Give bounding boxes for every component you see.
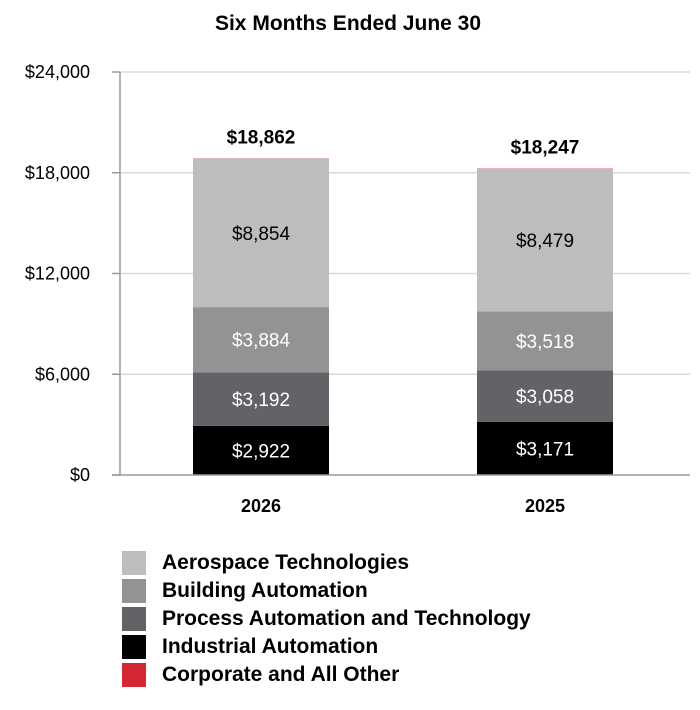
legend-swatch — [122, 635, 146, 659]
bars: $2,922 $3,192 $3,884 $8,854 $18,862 $3,171 $3,… — [193, 127, 613, 475]
total-label: $18,247 — [511, 138, 580, 159]
total-label: $18,862 — [227, 127, 296, 148]
segment-label: $3,518 — [516, 332, 574, 353]
legend-item: Building Automation — [122, 577, 531, 605]
y-tick-label: $0 — [70, 465, 90, 485]
legend: Aerospace Technologies Building Automati… — [122, 549, 531, 689]
bar-segment — [193, 425, 329, 475]
y-tick-label: $24,000 — [25, 62, 90, 82]
legend-swatch — [122, 607, 146, 631]
segment-label: $3,171 — [516, 439, 574, 460]
legend-label: Process Automation and Technology — [162, 607, 531, 630]
bar-segment — [193, 158, 329, 308]
segment-label: $8,479 — [516, 231, 574, 252]
segment-label: $8,854 — [232, 224, 291, 245]
bar-segment — [193, 307, 329, 373]
bar-segment — [477, 311, 613, 371]
stacked-bar-chart: Six Months Ended June 30 $2,922 $3,192 $3,… — [25, 12, 690, 516]
legend-swatch — [122, 579, 146, 603]
legend-label: Corporate and All Other — [162, 663, 400, 686]
axes: $0 $6,000 $12,000 $18,000 $24,000 2026 2025 — [25, 62, 690, 516]
y-tick-label: $18,000 — [25, 163, 90, 183]
legend-item: Corporate and All Other — [122, 661, 531, 689]
legend-label: Aerospace Technologies — [162, 551, 410, 574]
y-tick-label: $6,000 — [35, 364, 90, 384]
y-tick-label: $12,000 — [25, 264, 90, 284]
legend-label: Industrial Automation — [162, 635, 379, 658]
bar-segment — [477, 168, 613, 312]
bar-segment — [193, 372, 329, 426]
chart-title: Six Months Ended June 30 — [215, 12, 481, 35]
legend-item: Aerospace Technologies — [122, 549, 531, 577]
legend-swatch — [122, 663, 146, 687]
bar-segment — [477, 421, 613, 475]
segment-label: $2,922 — [232, 441, 290, 462]
segment-label: $3,058 — [516, 387, 574, 408]
segment-label: $3,884 — [232, 331, 291, 352]
legend-item: Industrial Automation — [122, 633, 531, 661]
x-tick-label: 2026 — [241, 496, 281, 516]
legend-swatch — [122, 551, 146, 575]
x-tick-label: 2025 — [525, 496, 565, 516]
bar-segment — [477, 370, 613, 422]
segment-label: $3,192 — [232, 390, 290, 411]
legend-item: Process Automation and Technology — [122, 605, 531, 633]
legend-label: Building Automation — [162, 579, 368, 602]
